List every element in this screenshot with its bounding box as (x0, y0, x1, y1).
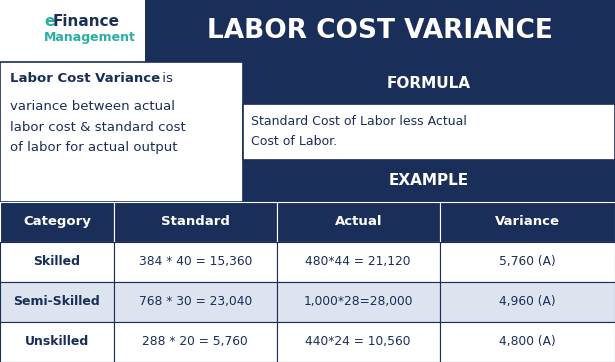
Bar (0, 0, 615, 62)
Text: 768 * 30 = 23,040: 768 * 30 = 23,040 (138, 295, 252, 308)
Text: e: e (44, 14, 55, 29)
Bar (0, 242, 114, 282)
Text: is: is (158, 72, 173, 85)
Text: 288 * 20 = 5,760: 288 * 20 = 5,760 (143, 336, 248, 349)
Text: EXAMPLE: EXAMPLE (389, 173, 469, 188)
Bar (440, 242, 615, 282)
Bar (277, 322, 440, 362)
Bar (440, 202, 615, 242)
Bar (114, 322, 277, 362)
Text: 1,000*28=28,000: 1,000*28=28,000 (303, 295, 413, 308)
Text: Labor Cost Variance: Labor Cost Variance (10, 72, 160, 85)
Bar (114, 202, 277, 242)
Bar (440, 322, 615, 362)
Text: Finance: Finance (52, 14, 119, 29)
Text: Standard Cost of Labor less Actual
Cost of Labor.: Standard Cost of Labor less Actual Cost … (251, 115, 467, 148)
Text: Variance: Variance (495, 215, 560, 228)
Text: Category: Category (23, 215, 91, 228)
Text: Semi-Skilled: Semi-Skilled (14, 295, 100, 308)
Text: 384 * 40 = 15,360: 384 * 40 = 15,360 (138, 255, 252, 268)
Text: Management: Management (44, 31, 136, 44)
Text: Actual: Actual (335, 215, 382, 228)
Bar (0, 202, 114, 242)
Text: 440*24 = 10,560: 440*24 = 10,560 (306, 336, 411, 349)
Bar (0, 282, 114, 322)
Text: Unskilled: Unskilled (25, 336, 89, 349)
Bar (277, 282, 440, 322)
Bar (277, 202, 440, 242)
Bar (440, 282, 615, 322)
Text: 5,760 (A): 5,760 (A) (499, 255, 556, 268)
Text: variance between actual
labor cost & standard cost
of labor for actual output: variance between actual labor cost & sta… (10, 100, 186, 154)
Bar (277, 242, 440, 282)
Text: 480*44 = 21,120: 480*44 = 21,120 (306, 255, 411, 268)
Text: Standard: Standard (161, 215, 229, 228)
Bar (114, 242, 277, 282)
Text: 4,960 (A): 4,960 (A) (499, 295, 556, 308)
Bar (243, 104, 615, 160)
Text: 4,800 (A): 4,800 (A) (499, 336, 556, 349)
Bar (0, 0, 145, 62)
Bar (243, 160, 615, 202)
Text: FORMULA: FORMULA (387, 76, 471, 90)
Bar (243, 62, 615, 104)
Bar (0, 62, 243, 202)
Text: LABOR COST VARIANCE: LABOR COST VARIANCE (207, 18, 553, 44)
Text: Skilled: Skilled (33, 255, 81, 268)
Bar (0, 322, 114, 362)
Bar (114, 282, 277, 322)
